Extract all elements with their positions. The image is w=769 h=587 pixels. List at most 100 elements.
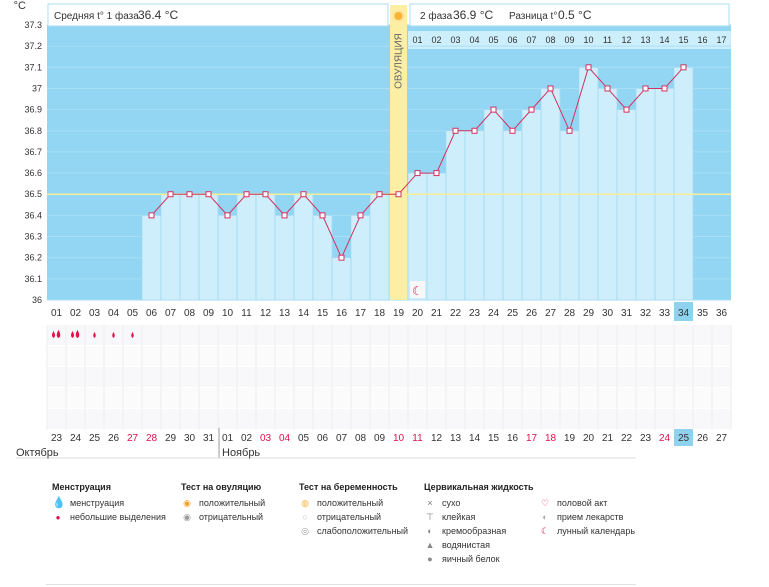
y-tick-label: 36.6: [24, 168, 42, 178]
legend-label: водянистая: [442, 540, 491, 550]
temperature-point: [281, 212, 288, 219]
date-label: 22: [621, 433, 633, 444]
legend-label: яичный белок: [442, 554, 500, 564]
month-label: Ноябрь: [222, 447, 260, 459]
temperature-point: [547, 85, 554, 92]
date-label: 25: [678, 433, 690, 444]
date-label: 24: [70, 433, 82, 444]
date-label: 12: [431, 433, 443, 444]
temperature-point: [414, 170, 421, 177]
temperature-point: [642, 85, 649, 92]
date-label: 04: [279, 433, 291, 444]
test-negative-icon: ○: [302, 512, 308, 522]
eggwhite-icon: ●: [427, 554, 433, 564]
y-unit: °C: [14, 0, 26, 12]
y-tick-label: 37.3: [24, 20, 42, 30]
temp-bar: [350, 215, 371, 301]
date-label: 28: [146, 433, 158, 444]
y-tick-label: 36.3: [24, 232, 42, 242]
temp-bar: [217, 215, 238, 301]
heart-icon: ♡: [540, 498, 550, 508]
diff-label: Разница t°: [509, 11, 557, 22]
cycle-day-label: 21: [431, 308, 443, 319]
cycle-day-label: 35: [697, 308, 709, 319]
legend-menstruation: Менструация 💧 менструация ● небольшие выде…: [52, 482, 166, 524]
temperature-point: [471, 127, 478, 134]
cycle-day-label: 11: [241, 308, 252, 319]
small-drop-icon: [131, 332, 134, 338]
temperature-point: [509, 127, 516, 134]
moon-icon: ☾: [412, 284, 423, 298]
test-weak-icon: ◎: [301, 526, 309, 536]
date-label: 20: [583, 433, 595, 444]
temperature-point: [604, 85, 611, 92]
legend-label: отрицательный: [199, 512, 264, 522]
legend-item: ◐ кремообразная: [424, 524, 534, 538]
temp-bar: [198, 193, 219, 301]
cycle-day-label: 22: [450, 308, 462, 319]
date-label: 31: [203, 433, 215, 444]
cycle-day-label: 06: [146, 308, 158, 319]
temperature-point: [528, 106, 535, 113]
date-label: 08: [355, 433, 367, 444]
sticky-icon: ⊤: [426, 512, 434, 522]
legend-label: лунный календарь: [557, 526, 636, 536]
phase2-day-number: 02: [431, 35, 441, 45]
today-date-highlight: [674, 427, 693, 446]
legend-other: . ♡половой акт ◐прием лекарств ☾лунный к…: [539, 482, 635, 538]
legend-ovulation-test: Тест на овуляцию ◉ положительный ◉ отрицат…: [181, 482, 265, 524]
date-label: 09: [374, 433, 386, 444]
legend-item: ♡ половой акт: [539, 496, 635, 510]
temp-bar: [521, 109, 542, 301]
legend-item: ○ отрицательный: [299, 510, 408, 524]
temperature-point: [433, 170, 440, 177]
diff-value: 0.5 °C: [558, 8, 592, 22]
phase2-box: [409, 3, 730, 27]
date-label: 15: [488, 433, 500, 444]
temp-bar: [502, 130, 523, 301]
date-label: 21: [602, 433, 614, 444]
temperature-point: [338, 254, 345, 261]
temperature-point: [167, 191, 174, 198]
legend-item: 💧 менструация: [52, 496, 166, 510]
legend-label: прием лекарств: [557, 512, 624, 522]
legend-item: ● яичный белок: [424, 552, 534, 566]
temperature-point: [186, 191, 193, 198]
temp-bar: [369, 193, 390, 301]
watery-icon: ▲: [425, 540, 435, 550]
moon-icon: ☾: [540, 526, 550, 536]
legend-label: клейкая: [442, 512, 476, 522]
y-tick-label: 36.7: [24, 147, 42, 157]
phase2-day-number: 07: [526, 35, 536, 45]
temperature-point: [661, 85, 668, 92]
legend-item: ▲ водянистая: [424, 538, 534, 552]
date-label: 05: [298, 433, 310, 444]
menstruation-drop-icon: [71, 331, 74, 338]
temp-bar: [160, 193, 181, 301]
phase2-day-number: 08: [545, 35, 555, 45]
cycle-day-label: 04: [108, 308, 120, 319]
cycle-day-label: 19: [393, 308, 405, 319]
small-drop-icon: [112, 332, 115, 338]
date-label: 17: [526, 433, 538, 444]
temperature-point: [262, 191, 269, 198]
y-tick-label: 36.2: [24, 253, 42, 263]
legend-item: × сухо: [424, 496, 534, 510]
date-label: 30: [184, 433, 196, 444]
test-positive-icon: ◍: [301, 498, 309, 508]
temp-bar: [141, 215, 162, 301]
cycle-day-label: 12: [260, 308, 272, 319]
temp-bar: [255, 193, 276, 301]
cycle-day-label: 01: [51, 308, 63, 319]
menstruation-drop-icon: [56, 330, 61, 338]
temp-bar: [179, 193, 200, 301]
temperature-point: [224, 212, 231, 219]
cycle-day-label: 17: [355, 308, 367, 319]
date-label: 13: [450, 433, 462, 444]
cycle-day-label: 36: [716, 308, 728, 319]
temp-bar: [236, 193, 257, 301]
y-tick-label: 36.4: [24, 210, 42, 220]
menstruation-drop-icon: [52, 331, 55, 338]
cycle-day-label: 16: [336, 308, 348, 319]
cycle-day-label: 23: [469, 308, 481, 319]
